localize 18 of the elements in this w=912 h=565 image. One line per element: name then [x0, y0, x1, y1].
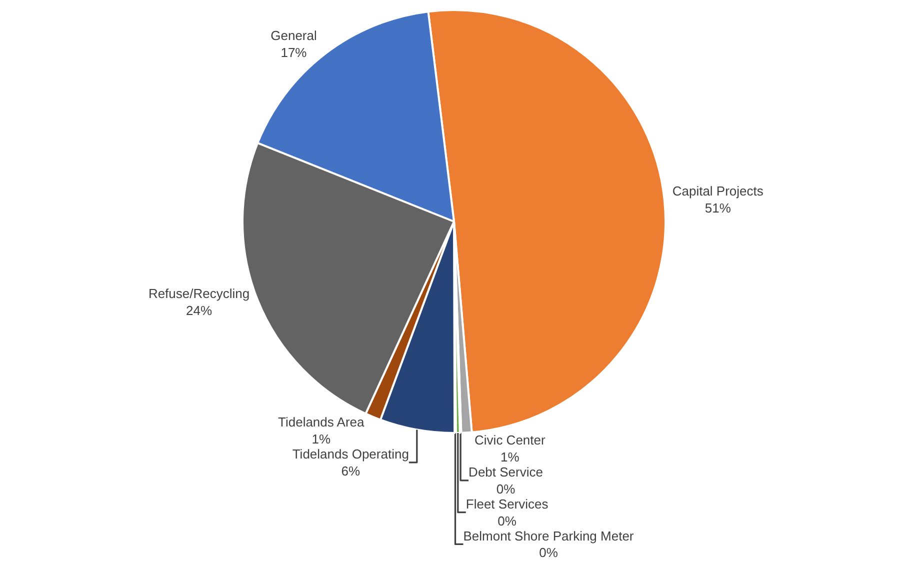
data-label: 51%: [704, 200, 732, 216]
slice-label: Tidelands Operating: [292, 446, 409, 462]
slice-label: General: [270, 28, 317, 43]
slice-label: Refuse/Recycling: [148, 286, 250, 302]
data-label: 1%: [500, 449, 520, 464]
slice-label: Belmont Shore Parking Meter: [463, 528, 634, 544]
slice-label: Tidelands Area: [278, 414, 366, 430]
data-label: 24%: [186, 303, 212, 318]
slice-label: Debt Service: [468, 464, 543, 480]
slice-label: Fleet Services: [466, 496, 549, 512]
data-label: 0%: [498, 513, 517, 528]
data-label: 17%: [280, 44, 308, 60]
data-label: 0%: [496, 481, 516, 496]
data-label: 6%: [341, 463, 360, 478]
slice-label: Capital Projects: [672, 184, 764, 199]
data-label: 0%: [539, 545, 558, 560]
data-label: 1%: [312, 431, 331, 446]
slice-label: Civic Center: [474, 432, 546, 448]
